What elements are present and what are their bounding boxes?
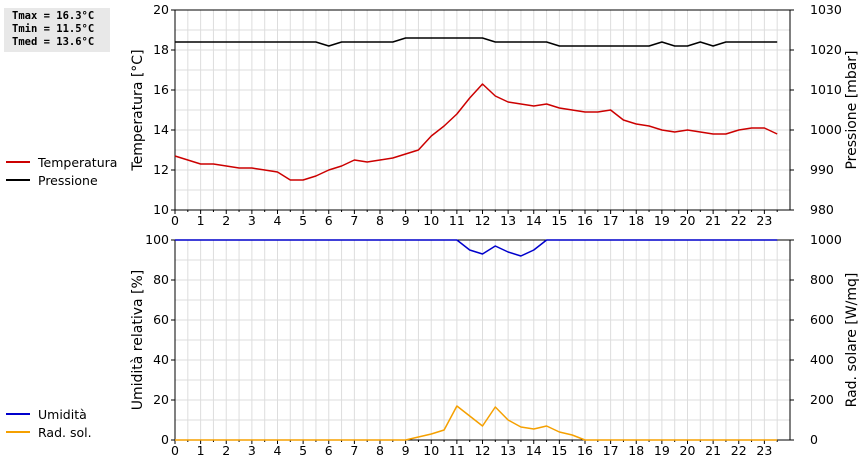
x-tick-label: 13	[500, 213, 516, 228]
x-tick-label: 3	[248, 443, 256, 458]
y-axis-title: Umidità relativa [%]	[130, 270, 146, 411]
x-tick-label: 0	[171, 213, 179, 228]
top-legend: Temperatura Pressione	[6, 153, 117, 189]
x-tick-label: 17	[603, 443, 619, 458]
legend-swatch-rad-sol	[6, 431, 30, 433]
y-tick-label: 100	[145, 232, 169, 247]
x-tick-label: 23	[756, 443, 772, 458]
x-tick-label: 11	[449, 213, 465, 228]
x-tick-label: 2	[222, 443, 230, 458]
y-tick-label: 20	[153, 2, 169, 17]
x-tick-label: 9	[402, 443, 410, 458]
y2-tick-label: 990	[810, 162, 834, 177]
y2-tick-label: 980	[810, 202, 834, 217]
bottom-legend-real: Umidità Rad. sol.	[6, 405, 92, 441]
legend-swatch-temperatura	[6, 161, 30, 163]
legend-label-rad-sol: Rad. sol.	[38, 424, 92, 440]
tmin-label: Tmin = 11.5°C	[12, 23, 95, 35]
y-axis-title: Temperatura [°C]	[130, 49, 146, 171]
y2-tick-label: 200	[810, 392, 834, 407]
y2-axis-title: Rad. solare [W/mq]	[844, 273, 860, 408]
series-line-rad-sol-	[175, 405, 778, 441]
x-tick-label: 9	[402, 213, 410, 228]
y2-tick-label: 0	[810, 432, 818, 447]
x-tick-label: 4	[274, 213, 282, 228]
y2-tick-label: 1000	[810, 122, 842, 137]
x-tick-label: 7	[350, 213, 358, 228]
x-tick-label: 15	[551, 213, 567, 228]
x-tick-label: 15	[551, 443, 567, 458]
x-tick-label: 14	[526, 443, 542, 458]
legend-item-rad-sol: Rad. sol.	[6, 423, 92, 441]
x-tick-label: 3	[248, 213, 256, 228]
x-tick-label: 17	[603, 213, 619, 228]
x-tick-label: 22	[731, 443, 747, 458]
y-tick-label: 12	[153, 162, 169, 177]
y2-tick-label: 1000	[810, 232, 842, 247]
x-tick-label: 6	[325, 443, 333, 458]
y2-tick-label: 1020	[810, 42, 842, 57]
y-tick-label: 60	[153, 312, 169, 327]
legend-item-temperatura: Temperatura	[6, 153, 117, 171]
x-tick-label: 14	[526, 213, 542, 228]
tmed-label: Tmed = 13.6°C	[12, 36, 95, 48]
x-tick-label: 5	[299, 213, 307, 228]
legend-label-pressione: Pressione	[38, 172, 98, 188]
y-tick-label: 80	[153, 272, 169, 287]
x-tick-label: 20	[680, 443, 696, 458]
y-tick-label: 16	[153, 82, 169, 97]
x-tick-label: 0	[171, 443, 179, 458]
stats-box: Tmax = 16.3°C Tmin = 11.5°C Tmed = 13.6°…	[4, 8, 110, 52]
y-tick-label: 20	[153, 392, 169, 407]
x-tick-label: 4	[274, 443, 282, 458]
x-tick-label: 21	[705, 213, 721, 228]
x-tick-label: 1	[197, 213, 205, 228]
x-tick-label: 12	[475, 213, 491, 228]
x-tick-label: 8	[376, 443, 384, 458]
y2-tick-label: 600	[810, 312, 834, 327]
x-tick-label: 18	[628, 443, 644, 458]
x-tick-label: 1	[197, 443, 205, 458]
tmax-label: Tmax = 16.3°C	[12, 10, 95, 22]
y-tick-label: 14	[153, 122, 169, 137]
x-tick-label: 13	[500, 443, 516, 458]
y-tick-label: 0	[161, 432, 169, 447]
x-tick-label: 22	[731, 213, 747, 228]
x-tick-label: 20	[680, 213, 696, 228]
y2-tick-label: 1030	[810, 2, 842, 17]
legend-swatch-pressione	[6, 179, 30, 181]
y2-tick-label: 400	[810, 352, 834, 367]
x-tick-label: 12	[475, 443, 491, 458]
legend-item-umidita: Umidità	[6, 405, 92, 423]
x-tick-label: 6	[325, 213, 333, 228]
x-tick-label: 16	[577, 213, 593, 228]
legend-label-umidita: Umidità	[38, 406, 87, 422]
x-tick-label: 2	[222, 213, 230, 228]
series-line-temperatura	[174, 83, 778, 181]
legend-swatch-umidita	[6, 413, 30, 415]
x-tick-label: 5	[299, 443, 307, 458]
x-tick-label: 8	[376, 213, 384, 228]
x-tick-label: 16	[577, 443, 593, 458]
x-tick-label: 10	[423, 443, 439, 458]
x-tick-label: 19	[654, 443, 670, 458]
series-line-umidit-	[175, 239, 778, 257]
y2-axis-title: Pressione [mbar]	[844, 50, 860, 169]
legend-item-pressione: Pressione	[6, 171, 117, 189]
legend-label-temperatura: Temperatura	[38, 154, 118, 170]
x-tick-label: 10	[423, 213, 439, 228]
x-tick-label: 21	[705, 443, 721, 458]
x-tick-label: 7	[350, 443, 358, 458]
x-tick-label: 11	[449, 443, 465, 458]
y-tick-label: 10	[153, 202, 169, 217]
y2-tick-label: 1010	[810, 82, 842, 97]
x-tick-label: 18	[628, 213, 644, 228]
x-tick-label: 23	[756, 213, 772, 228]
y2-tick-label: 800	[810, 272, 834, 287]
x-tick-label: 19	[654, 213, 670, 228]
y-tick-label: 40	[153, 352, 169, 367]
series-line-pressione	[175, 37, 778, 47]
y-tick-label: 18	[153, 42, 169, 57]
